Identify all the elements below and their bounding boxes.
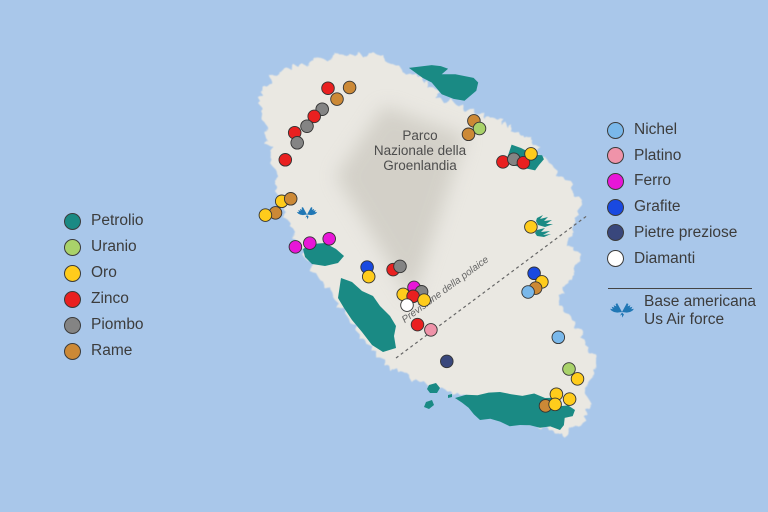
svg-text:Groenlandia: Groenlandia xyxy=(383,158,457,173)
svg-text:Nazionale della: Nazionale della xyxy=(374,143,467,158)
svg-text:Parco: Parco xyxy=(402,128,437,143)
